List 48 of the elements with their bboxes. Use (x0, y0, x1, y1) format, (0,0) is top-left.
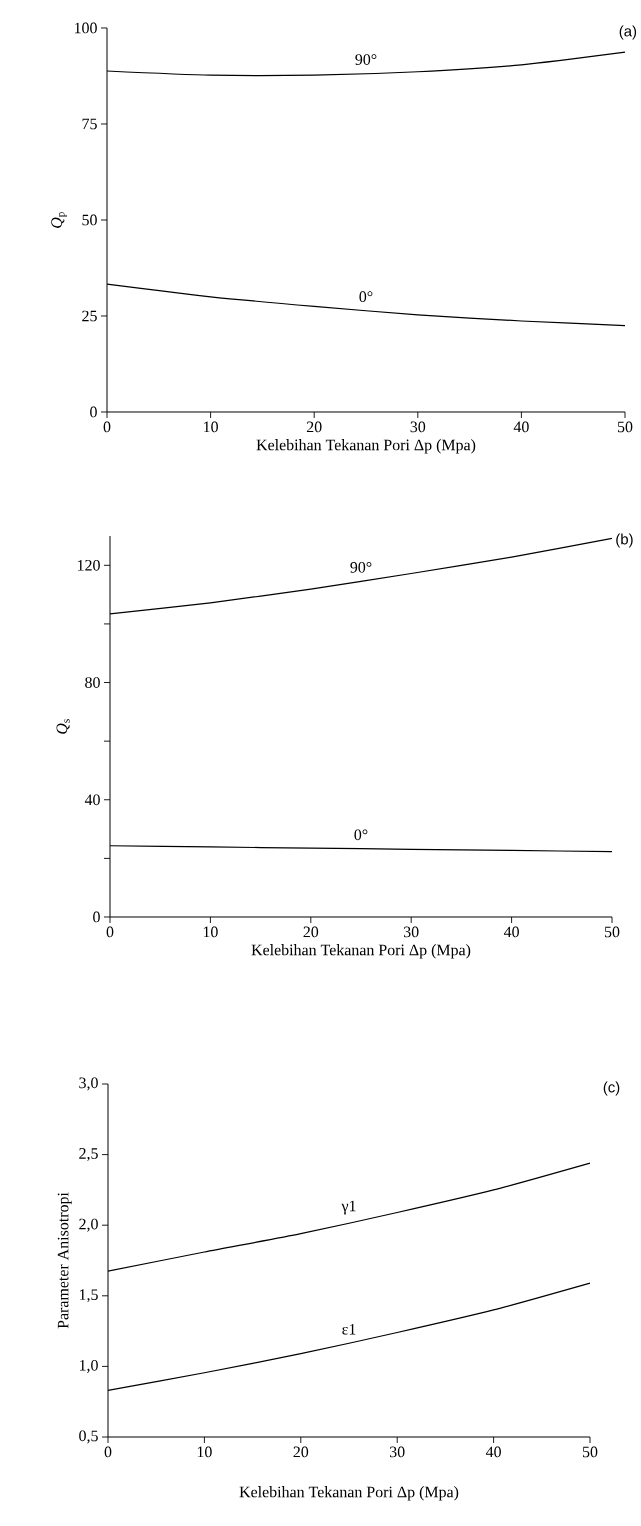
x-tick-label: 50 (582, 1446, 598, 1458)
y-tick-label: 50 (82, 214, 97, 226)
x-axis-title: Kelebihan Tekanan Pori Δp (Mpa) (256, 439, 476, 454)
x-tick-label: 10 (203, 926, 218, 938)
y-tick-label: 2,0 (79, 1218, 98, 1232)
x-axis-title: Kelebihan Tekanan Pori Δp (Mpa) (239, 1486, 459, 1501)
x-tick-label: 0 (103, 421, 111, 433)
y-tick-label: 1,0 (79, 1359, 98, 1373)
x-tick-label: 40 (513, 421, 529, 433)
x-tick-label: 40 (485, 1446, 501, 1458)
y-tick-label: 3,0 (79, 1077, 98, 1091)
x-tick-label: 50 (617, 421, 633, 433)
y-tick-label: 100 (74, 22, 97, 34)
x-tick-label: 30 (410, 421, 426, 433)
chart-title: (b) (616, 533, 633, 548)
y-tick-label: 80 (85, 677, 100, 688)
y-tick-label: 75 (82, 118, 97, 130)
series-label: ε1 (342, 1323, 356, 1335)
x-tick-label: 20 (306, 421, 322, 433)
y-tick-label: 120 (77, 559, 100, 571)
x-tick-label: 20 (293, 1446, 309, 1458)
y-axis-title: Q$_{p}$ (51, 212, 67, 228)
y-tick-label: 1,5 (79, 1289, 98, 1303)
y-tick-label: 0,5 (79, 1430, 98, 1444)
x-axis-title: Kelebihan Tekanan Pori Δp (Mpa) (251, 944, 471, 959)
series-label: 90° (350, 562, 372, 573)
x-tick-label: 20 (303, 926, 319, 938)
chart-title: (a) (619, 25, 637, 40)
y-tick-label: 0 (93, 911, 100, 923)
y-tick-label: 0 (90, 406, 97, 418)
x-tick-label: 10 (204, 421, 218, 433)
x-tick-label: 40 (503, 926, 519, 938)
y-axis-title: Parameter Anisotropi (57, 1192, 72, 1329)
series-label: 90° (355, 54, 377, 65)
x-tick-label: 0 (106, 926, 114, 938)
series-label: 0° (359, 291, 373, 303)
y-tick-label: 40 (84, 794, 100, 806)
y-tick-label: 2,5 (79, 1148, 98, 1162)
y-tick-label: 25 (82, 310, 97, 322)
chart-title: (c) (603, 1081, 620, 1096)
series-label: 0° (354, 829, 368, 841)
x-tick-label: 30 (404, 926, 419, 938)
x-tick-label: 30 (390, 1446, 405, 1458)
x-tick-label: 0 (104, 1446, 112, 1458)
x-tick-label: 50 (604, 926, 620, 938)
x-tick-label: 10 (197, 1446, 212, 1458)
y-axis-title: Q$_{s}$ (56, 719, 70, 734)
series-label: γ1 (341, 1200, 356, 1215)
